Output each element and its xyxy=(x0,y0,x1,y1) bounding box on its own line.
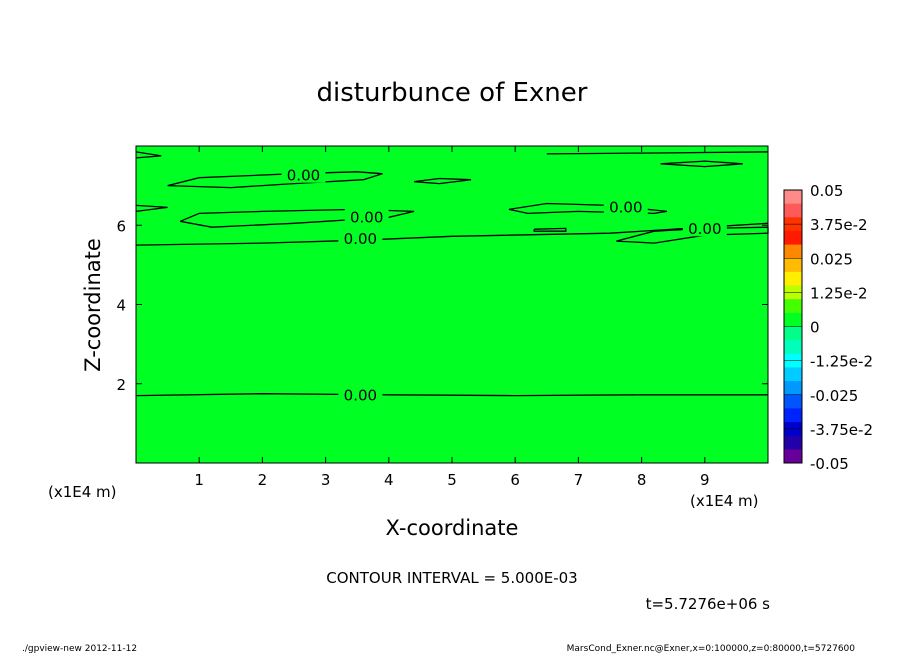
colorbar-label: -1.25e-2 xyxy=(810,353,873,371)
x-tick-label: 4 xyxy=(384,471,394,489)
colorbar-band xyxy=(784,230,802,245)
contour-line xyxy=(533,227,567,232)
y-tick-label: 2 xyxy=(116,376,126,394)
colorbar-band xyxy=(784,244,802,259)
colorbar-band xyxy=(784,449,802,464)
contour-label-bg xyxy=(338,230,383,247)
y-tick-label: 6 xyxy=(116,217,126,235)
contour-interval: CONTOUR INTERVAL = 5.000E-03 xyxy=(326,569,577,587)
x-tick-label: 2 xyxy=(258,471,268,489)
contour-label: 0.00 xyxy=(344,230,377,248)
colorbar-band xyxy=(784,408,802,423)
y-tick-label: 4 xyxy=(116,297,126,315)
x-tick-label: 3 xyxy=(321,471,331,489)
footer-right: MarsCond_Exner.nc@Exner,x=0:100000,z=0:8… xyxy=(567,644,856,654)
contour-label: 0.00 xyxy=(344,387,377,405)
contour-line xyxy=(414,177,472,185)
colorbar-band xyxy=(784,258,802,273)
colorbar-label: 1.25e-2 xyxy=(810,284,868,302)
contour-label-bg xyxy=(344,208,389,225)
x-axis-units-right: (x1E4 m) xyxy=(690,492,759,510)
x-tick-label: 9 xyxy=(700,471,710,489)
colorbar-band xyxy=(784,312,802,327)
contour-label-bg xyxy=(603,198,648,215)
plot-area xyxy=(136,146,768,463)
colorbar-labels: 0.05 3.75e-2 0.025 1.25e-2 0 -1.25e-2 -0.025 -3… xyxy=(784,182,873,473)
colorbar-band xyxy=(784,190,802,205)
colorbar-label: 0.025 xyxy=(810,250,853,268)
x-tick-label: 6 xyxy=(510,471,520,489)
contour-line xyxy=(179,208,415,228)
contour-line xyxy=(167,171,383,189)
colorbar-band xyxy=(784,299,802,314)
colorbar-label: 0.05 xyxy=(810,182,843,200)
contour-label: 0.00 xyxy=(287,167,320,185)
contour-label: 0.00 xyxy=(350,208,383,226)
x-axis-ticks: 1 2 3 4 5 6 7 8 9 xyxy=(194,146,710,489)
contour-label: 0.00 xyxy=(609,198,642,216)
colorbar-band xyxy=(784,203,802,218)
x-tick-label: 8 xyxy=(637,471,647,489)
footer-left: ./gpview-new 2012-11-12 xyxy=(22,644,137,654)
colorbar-band xyxy=(784,326,802,341)
colorbar-band xyxy=(784,435,802,450)
colorbar-label: -0.025 xyxy=(810,387,858,405)
contour-line xyxy=(546,151,769,155)
colorbar-band xyxy=(784,394,802,409)
colorbar-band xyxy=(784,367,802,382)
contour-label-bg xyxy=(682,220,727,237)
x-axis-label: X-coordinate xyxy=(386,516,519,540)
x-tick-label: 1 xyxy=(194,471,204,489)
contour-labels: 0.00 0.00 0.00 0.00 0.00 0.00 xyxy=(281,166,727,405)
contour-line xyxy=(660,160,743,168)
colorbar-label: 0 xyxy=(810,319,820,337)
contour-line xyxy=(135,151,162,159)
contour-line xyxy=(508,202,668,215)
contour-label: 0.00 xyxy=(688,220,721,238)
colorbar-band xyxy=(784,381,802,396)
y-axis-label: Z-coordinate xyxy=(81,238,105,372)
x-tick-label: 7 xyxy=(574,471,584,489)
colorbar-label: -0.05 xyxy=(810,455,849,473)
y-axis-ticks: 2 4 6 xyxy=(116,217,768,394)
colorbar-label: -3.75e-2 xyxy=(810,421,873,439)
contour-line xyxy=(135,204,168,213)
colorbar-label: 3.75e-2 xyxy=(810,216,868,234)
contour-line xyxy=(135,393,768,397)
colorbar-band xyxy=(784,271,802,286)
x-axis-units-left: (x1E4 m) xyxy=(48,483,117,501)
contour-label-bg xyxy=(281,166,326,183)
colorbar-band xyxy=(784,340,802,355)
x-tick-label: 5 xyxy=(447,471,457,489)
contour-label-bg xyxy=(338,386,383,403)
time-label: t=5.7276e+06 s xyxy=(646,595,771,613)
chart-title: disturbunce of Exner xyxy=(317,78,588,108)
